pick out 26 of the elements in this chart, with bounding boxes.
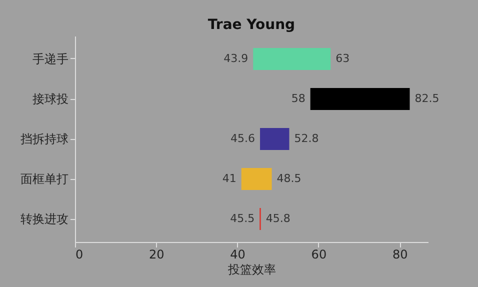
- bar: [241, 168, 272, 190]
- bar: [253, 48, 331, 70]
- data-label: 48.5: [276, 172, 302, 185]
- bar: [310, 88, 410, 110]
- x-tick-label: 20: [149, 248, 164, 262]
- y-tick-label: 转换进攻: [20, 212, 68, 226]
- data-label: 52.8: [294, 132, 319, 145]
- y-tick-label: 面框单打: [20, 172, 68, 186]
- x-tick-label: 80: [392, 248, 408, 262]
- chart-title: Trae Young: [208, 17, 296, 33]
- annotation: 58: [291, 92, 306, 105]
- data-label: 63: [336, 52, 350, 65]
- annotation: 43.9: [224, 52, 248, 65]
- annotation: 41: [222, 172, 236, 185]
- y-tick-label: 手递手: [32, 52, 68, 66]
- annotation: 45.5: [230, 212, 255, 225]
- x-tick-label: 0: [76, 248, 84, 262]
- bar: [260, 128, 290, 150]
- y-tick-label: 挡拆持球: [20, 132, 68, 146]
- annotation: 45.6: [230, 132, 256, 145]
- x-tick-label: 60: [311, 248, 327, 262]
- x-tick-label: 40: [230, 248, 246, 262]
- data-label: 82.5: [414, 92, 440, 105]
- data-label: 45.8: [266, 212, 290, 225]
- x-axis-title: 投篮效率: [227, 262, 276, 276]
- y-tick-label: 接球投: [32, 92, 68, 106]
